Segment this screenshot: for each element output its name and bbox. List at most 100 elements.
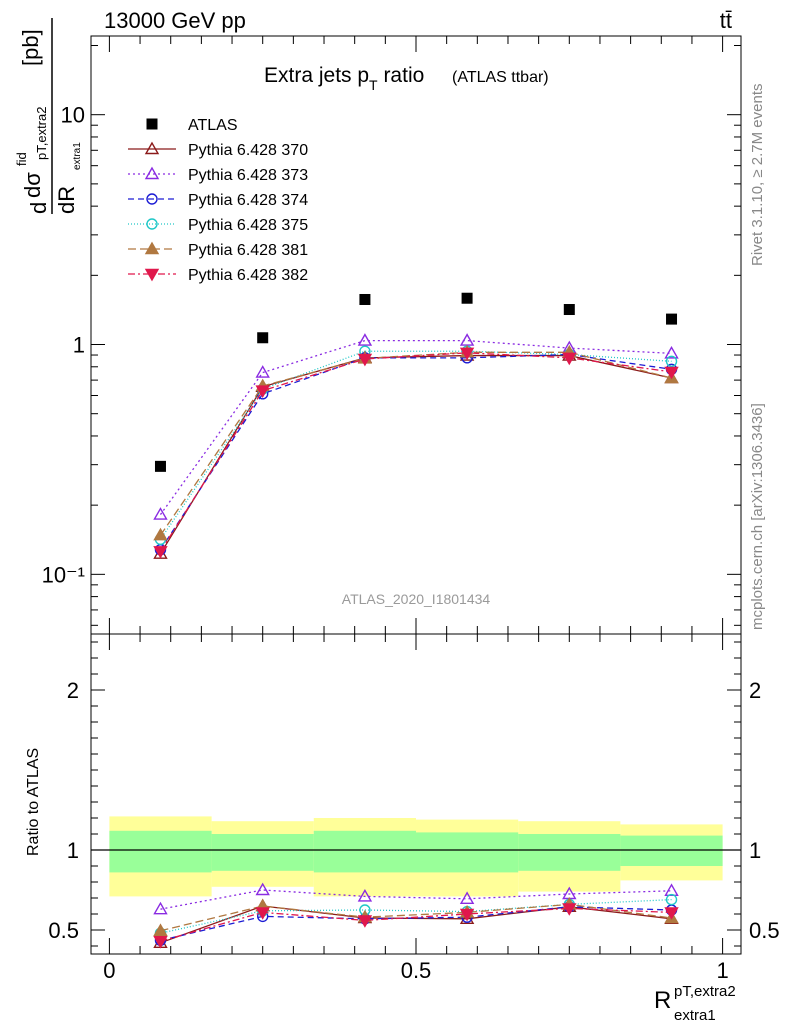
legend-label-ATLAS: ATLAS <box>188 117 238 134</box>
uncertainty-bands <box>91 816 741 897</box>
ratio-point-370 <box>459 911 475 924</box>
point-ATLAS <box>257 332 269 344</box>
chart-title-paren: (ATLAS ttbar) <box>452 69 549 86</box>
series-ATLAS <box>154 292 678 472</box>
ratio-y-tick-label-right: 1 <box>749 838 761 863</box>
chart-title-main: Extra jets p <box>264 64 369 87</box>
ylabel-fid: fid <box>14 152 29 166</box>
xlabel-sup: pT,extra2 <box>674 983 736 1000</box>
legend-marker-ATLAS <box>146 118 158 130</box>
legend-entry-ATLAS: ATLAS <box>146 117 238 134</box>
band-inner <box>620 835 723 866</box>
x-axis-label: R pT,extra2 extra1 <box>654 983 736 1024</box>
legend-label-381: Pythia 6.428 381 <box>188 242 308 259</box>
legend-label-375: Pythia 6.428 375 <box>188 217 308 234</box>
ratio-point-382 <box>357 915 373 928</box>
point-373 <box>357 333 373 346</box>
point-382 <box>357 353 373 367</box>
ylabel-den: dR <box>54 186 79 214</box>
point-373 <box>255 365 270 378</box>
ratio-series-group <box>153 882 679 949</box>
legend-entry-382: Pythia 6.428 382 <box>128 267 308 284</box>
point-ATLAS <box>154 460 166 472</box>
ratio-y-tick-label-right: 2 <box>749 678 761 703</box>
series-line-370 <box>159 354 672 555</box>
legend-marker-381 <box>144 241 160 255</box>
chart-title-sub: T <box>369 77 378 93</box>
main-y-axis-label: d dR dσ fid pT,extra2 extra1 [pb] <box>14 18 83 214</box>
chart-title-after: ratio <box>378 64 425 87</box>
ratio-point-373 <box>357 888 373 902</box>
legend-marker-375 <box>146 218 158 230</box>
band-inner <box>109 830 212 873</box>
ratio-line-370 <box>160 905 672 944</box>
ratio-line-373 <box>160 889 672 910</box>
ratio-series-382 <box>153 903 679 949</box>
band-inner <box>416 832 519 873</box>
series-line-381 <box>159 351 672 536</box>
ratio-point-381 <box>153 923 168 936</box>
legend-label-373: Pythia 6.428 373 <box>188 167 308 184</box>
point-382 <box>664 366 679 380</box>
x-tick-label: 1 <box>716 958 728 983</box>
legend-marker-370 <box>144 141 160 155</box>
series-line-375 <box>159 350 672 540</box>
legend-entry-375: Pythia 6.428 375 <box>128 217 308 234</box>
ylabel-d1: d <box>26 202 51 214</box>
point-ATLAS <box>461 292 473 304</box>
ratio-y-tick-label: 1 <box>67 838 79 863</box>
point-382 <box>459 347 475 361</box>
legend: ATLAS Pythia 6.428 370 Pythia 6.428 373 Pyt… <box>128 117 308 284</box>
ratio-y-tick-label-right: 0.5 <box>749 918 780 943</box>
header-energy-label: 13000 GeV pp <box>104 8 246 33</box>
legend-marker-374 <box>146 193 158 205</box>
ylabel-unit: [pb] <box>18 29 43 66</box>
ylabel-sigma: dσ <box>20 172 45 198</box>
point-382 <box>255 385 270 399</box>
series-370 <box>153 348 679 559</box>
band-inner <box>211 834 314 871</box>
legend-entry-370: Pythia 6.428 370 <box>128 141 308 159</box>
point-382 <box>562 352 577 366</box>
series-line-374 <box>159 353 672 551</box>
x-tick-label: 0.5 <box>401 958 432 983</box>
series-line-373 <box>159 339 672 515</box>
main-y-tick-label: 10 <box>61 103 85 128</box>
point-ATLAS <box>359 293 371 305</box>
band-inner <box>518 834 621 871</box>
ratio-line-382 <box>160 907 672 942</box>
ratio-axis-ticks: 0.5 0.5 1 1 2 2 0 0.5 1 <box>48 634 780 983</box>
x-tick-label: 0 <box>103 958 115 983</box>
legend-label-382: Pythia 6.428 382 <box>188 267 308 284</box>
legend-marker-382 <box>144 268 160 282</box>
chart-title: Extra jets pT ratio <box>264 64 424 93</box>
analysis-id-label: ATLAS_2020_I1801434 <box>342 591 491 607</box>
header-process-label: tt̄ <box>720 8 732 33</box>
ratio-y-axis-label: Ratio to ATLAS <box>25 748 42 856</box>
main-y-tick-label: 1 <box>73 333 85 358</box>
ratio-line-381 <box>160 903 672 932</box>
ratio-point-382 <box>255 907 270 920</box>
point-373 <box>664 345 679 359</box>
ratio-point-382 <box>562 903 577 916</box>
point-ATLAS <box>666 313 678 325</box>
series-381 <box>153 344 679 541</box>
ratio-point-382 <box>459 908 475 922</box>
main-axis-ticks: 10⁻¹ 1 10 <box>42 36 741 634</box>
ylabel-sub2: extra1 <box>72 142 83 170</box>
legend-entry-381: Pythia 6.428 381 <box>128 241 308 259</box>
legend-entry-374: Pythia 6.428 374 <box>128 192 308 209</box>
ratio-y-tick-label: 2 <box>67 678 79 703</box>
series-375 <box>154 345 678 546</box>
ratio-point-373 <box>153 901 168 915</box>
legend-label-374: Pythia 6.428 374 <box>188 192 308 209</box>
point-381 <box>153 527 168 541</box>
point-375 <box>665 355 678 368</box>
ratio-point-382 <box>664 907 679 920</box>
point-373 <box>153 507 168 520</box>
main-y-tick-label: 10⁻¹ <box>42 562 85 587</box>
ratio-point-373 <box>459 891 475 904</box>
ylabel-sub: pT,extra2 <box>34 107 49 160</box>
ratio-panel-frame <box>90 633 742 955</box>
